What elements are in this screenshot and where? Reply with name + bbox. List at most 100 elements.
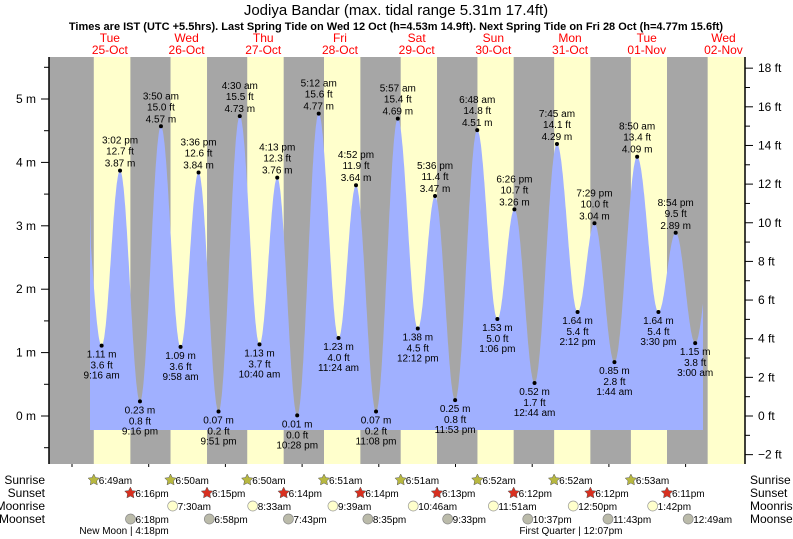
tide-time: 9:16 pm <box>122 426 158 437</box>
tide-time: 8:54 pm <box>658 198 694 209</box>
moonrise-time: 10:46am <box>418 502 457 513</box>
tide-height-ft: 2.8 ft <box>603 377 625 388</box>
sunrise-time: 6:52am <box>559 476 592 487</box>
moonset-icon <box>602 513 614 525</box>
moonrise-icon <box>407 500 419 512</box>
tide-height-ft: 15.4 ft <box>384 95 412 106</box>
day-label-date: 29-Oct <box>399 43 436 57</box>
sunset-icon <box>354 486 367 499</box>
day-label-dow: Wed <box>711 31 735 45</box>
tide-time: 11:53 pm <box>435 425 476 436</box>
moonrise-time: 12:50pm <box>578 502 617 513</box>
sunrise-time: 6:53am <box>636 476 669 487</box>
sunset-time: 6:12pm <box>595 489 628 500</box>
moonset-time: 9:33pm <box>453 515 486 526</box>
day-label-dow: Sun <box>483 31 504 45</box>
sunrise-icon <box>471 473 484 486</box>
moonset-icon <box>203 513 215 525</box>
tide-time: 4:13 pm <box>259 143 295 154</box>
axes: 0 m 1 m 2 m 3 m 4 m 5 m −2 ft 0 ft 2 ft 4 ft 6 ft 8… <box>16 57 782 467</box>
tide-time: 4:52 pm <box>338 150 374 161</box>
moonset-icon <box>682 513 694 525</box>
tide-time: 9:16 am <box>84 371 120 382</box>
high-tide-point: 8:54 pm9.5 ft2.89 m <box>658 198 694 235</box>
day-label-dow: Mon <box>558 31 581 45</box>
day-labels: Tue25-OctWed26-OctThu27-OctFri28-OctSat2… <box>92 31 743 57</box>
day-label-dow: Tue <box>100 31 121 45</box>
sunset-icon <box>584 486 597 499</box>
day-label-dow: Fri <box>333 31 347 45</box>
sunrise-icon <box>240 473 254 486</box>
sunrise-icon <box>164 473 177 486</box>
right-axis-tick-label: 16 ft <box>758 100 782 114</box>
right-axis-tick-label: 10 ft <box>758 216 782 230</box>
tide-height-m: 0.01 m <box>282 419 313 430</box>
day-label-dow: Wed <box>174 31 198 45</box>
sunset-icon <box>430 486 444 499</box>
tide-height-ft: 12.7 ft <box>106 147 134 158</box>
low-tide-point: 1.53 m5.0 ft1:06 pm <box>479 316 515 355</box>
tide-height-ft: 12.6 ft <box>185 149 213 160</box>
tide-height-ft: 14.8 ft <box>463 106 491 117</box>
tide-height-ft: 3.6 ft <box>90 361 112 372</box>
chart-subtitle: Times are IST (UTC +5.5hrs). Last Spring… <box>69 21 724 33</box>
tide-marker <box>316 111 321 116</box>
tide-height-ft: 11.9 ft <box>342 161 369 172</box>
tide-height-ft: 10.0 ft <box>581 199 609 210</box>
tide-height-m: 4.77 m <box>303 102 334 113</box>
tide-time: 5:36 pm <box>417 161 453 172</box>
low-tide-point: 0.85 m2.8 ft1:44 am <box>596 360 633 398</box>
tide-marker <box>554 142 559 147</box>
tide-curve-area <box>90 113 703 430</box>
tide-height-m: 4.57 m <box>146 114 177 125</box>
sunrise-time: 6:52am <box>482 476 515 487</box>
right-axis-tick-label: −2 ft <box>758 448 782 462</box>
tide-height-m: 0.25 m <box>440 404 471 415</box>
day-label-dow: Sat <box>408 31 427 45</box>
tide-height-ft: 0.0 ft <box>286 430 308 441</box>
low-tide-point: 1.64 m5.4 ft3:30 pm <box>640 310 677 348</box>
tide-height-m: 0.07 m <box>203 416 234 427</box>
tide-marker <box>512 207 517 212</box>
left-axis-tick-label: 2 m <box>16 282 36 296</box>
tide-marker <box>673 230 678 235</box>
tide-height-m: 1.38 m <box>403 333 434 344</box>
sunset-time: 6:14pm <box>365 489 398 500</box>
tide-height-m: 4.69 m <box>383 107 414 118</box>
tide-time: 1:06 pm <box>479 344 515 355</box>
low-tide-point: 1.11 m3.6 ft9:16 am <box>84 343 120 382</box>
low-tide-point: 1.15 m3.8 ft3:00 am <box>677 341 713 379</box>
tide-height-ft: 3.8 ft <box>684 358 706 369</box>
sunrise-time: 6:50am <box>176 476 209 487</box>
tide-marker <box>275 175 280 180</box>
row-label-left-sunset: Sunset <box>8 486 46 500</box>
tide-marker <box>137 399 142 404</box>
tide-marker <box>237 114 242 119</box>
tide-height-m: 4.09 m <box>622 145 653 156</box>
tide-time: 6:26 pm <box>496 174 532 185</box>
tide-marker <box>196 170 201 175</box>
tide-marker <box>118 168 123 173</box>
day-label-dow: Thu <box>253 31 274 45</box>
moonrise-icon <box>327 500 339 512</box>
right-axis-tick-label: 12 ft <box>758 177 782 191</box>
right-axis-tick-label: 6 ft <box>758 293 775 307</box>
low-tide-point: 1.64 m5.4 ft2:12 pm <box>560 310 596 348</box>
tide-height-m: 3.47 m <box>420 184 451 195</box>
tide-marker <box>532 381 537 386</box>
tide-time: 3:00 am <box>677 368 713 379</box>
moonrise-icon <box>488 500 499 512</box>
tide-time: 3:30 pm <box>640 337 676 348</box>
tide-height-m: 1.64 m <box>643 316 674 327</box>
tide-marker <box>693 341 698 346</box>
tide-time: 12:44 am <box>514 408 556 419</box>
moonrise-time: 9:39am <box>338 502 371 513</box>
tide-time: 9:58 am <box>162 372 198 383</box>
